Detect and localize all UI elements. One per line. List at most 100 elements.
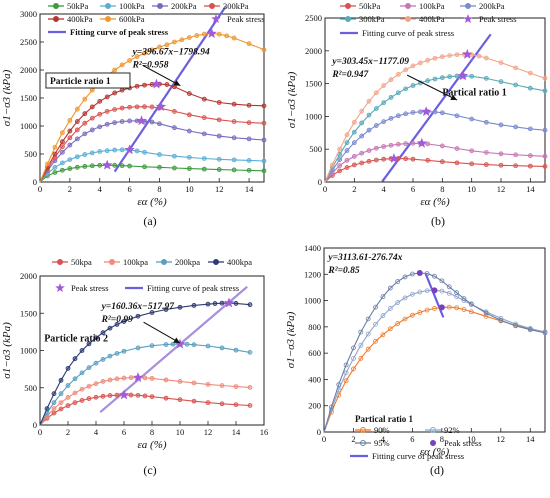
x-tick-label: 8 — [440, 184, 444, 194]
data-point — [246, 136, 252, 142]
data-point — [52, 144, 58, 150]
legend-label-92%: 92% — [444, 425, 460, 435]
x-tick-label: 8 — [440, 434, 444, 444]
data-point — [89, 115, 95, 121]
legend-peak-marker — [55, 283, 65, 292]
y-tick-label: 1500 — [305, 79, 322, 89]
data-point — [417, 289, 423, 295]
data-point — [171, 165, 177, 171]
data-point — [134, 54, 140, 59]
data-point — [186, 128, 192, 134]
x-tick-label: 10 — [467, 434, 476, 444]
data-point — [424, 307, 430, 313]
data-point — [163, 342, 169, 347]
legend-marker — [53, 3, 59, 9]
data-point — [134, 104, 140, 110]
x-tick-label: 16 — [260, 427, 269, 437]
data-point — [358, 342, 364, 348]
series-line-200kpa — [39, 343, 251, 426]
legend-label-600kPa: 600kPa — [119, 14, 145, 24]
y-tick-label: 400 — [308, 374, 321, 384]
data-point — [171, 153, 177, 159]
data-point — [439, 143, 445, 149]
data-point — [142, 149, 147, 155]
data-point — [157, 121, 162, 127]
data-point — [403, 141, 409, 147]
data-point — [97, 149, 103, 154]
data-point — [121, 348, 127, 354]
data-point — [89, 104, 95, 110]
data-point — [344, 157, 350, 163]
data-point — [329, 162, 335, 168]
data-point — [468, 309, 474, 315]
data-point — [149, 394, 155, 400]
y-axis-label: σ1−σ3 (kPa) — [285, 311, 297, 368]
data-point — [201, 31, 207, 37]
x-tick-label: 12 — [215, 184, 224, 194]
data-point — [72, 376, 78, 382]
data-point — [410, 140, 416, 146]
data-point — [224, 33, 230, 39]
data-point — [395, 141, 401, 147]
arrow-head — [450, 94, 457, 101]
y-tick-label: 0 — [318, 177, 322, 187]
data-point — [261, 168, 267, 174]
data-point — [104, 109, 110, 114]
data-point — [402, 274, 408, 280]
data-point — [343, 378, 349, 384]
data-point — [337, 168, 343, 174]
legend-marker — [105, 16, 111, 22]
data-point — [483, 119, 489, 125]
data-point — [359, 160, 365, 166]
data-point — [395, 113, 401, 119]
particle-ratio-note: Particle ratio 2 — [44, 334, 108, 345]
data-point — [67, 142, 73, 148]
x-tick-label: 10 — [185, 184, 194, 194]
data-point — [513, 152, 519, 158]
data-point — [142, 393, 148, 399]
data-point — [135, 313, 141, 319]
data-point — [527, 85, 533, 91]
data-point — [454, 160, 460, 166]
fit-equation: y=303.45x−1177.09 — [331, 57, 409, 67]
data-point — [191, 398, 197, 404]
data-point — [93, 394, 99, 400]
y-tick-label: 1500 — [20, 93, 37, 103]
data-point — [351, 129, 357, 135]
series-line-400kpa — [39, 302, 251, 426]
data-point — [403, 111, 409, 117]
data-point — [82, 111, 88, 117]
legend-label-100kPa: 100kPa — [119, 1, 145, 11]
data-point — [191, 303, 197, 308]
data-point — [417, 60, 423, 66]
data-point — [58, 400, 64, 406]
data-point — [446, 290, 452, 296]
data-point — [51, 400, 57, 406]
data-point — [127, 58, 133, 63]
data-point — [184, 341, 190, 347]
data-point — [149, 104, 155, 110]
y-tick-label: 600 — [308, 348, 321, 358]
data-point — [157, 164, 162, 170]
data-point — [373, 123, 379, 128]
data-point — [82, 164, 88, 169]
data-point — [231, 35, 237, 41]
peak-stress-marker — [102, 159, 113, 170]
data-point — [128, 375, 134, 381]
data-point — [366, 127, 372, 133]
data-point — [65, 365, 71, 371]
legend-fit-label: Fitting curve of peak stress — [70, 27, 169, 37]
series-line-100kPa — [324, 142, 546, 183]
panel-caption: (d) — [430, 463, 444, 477]
x-tick-label: 4 — [382, 184, 387, 194]
y-tick-label: 1200 — [304, 269, 321, 279]
data-point — [337, 146, 343, 152]
data-point — [201, 131, 207, 137]
data-point — [469, 148, 475, 154]
x-axis-label: εα (%) — [420, 446, 450, 458]
data-point — [119, 62, 125, 68]
data-point — [351, 355, 356, 361]
data-point — [410, 83, 416, 88]
data-point — [424, 271, 430, 277]
data-point — [469, 73, 475, 79]
